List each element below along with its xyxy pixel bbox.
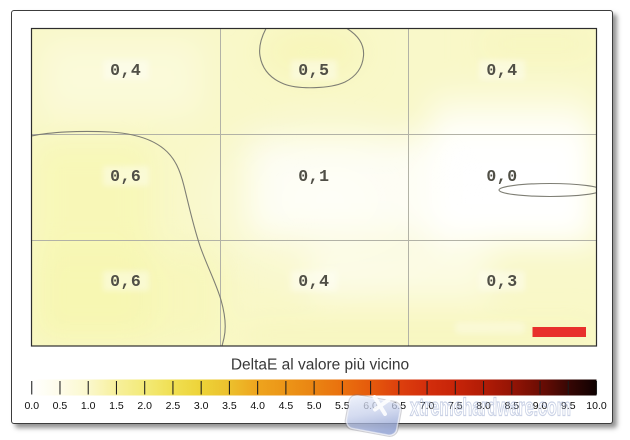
svg-text:4.5: 4.5 <box>279 400 294 412</box>
svg-text:0,4: 0,4 <box>110 61 141 80</box>
svg-text:2.5: 2.5 <box>166 400 181 412</box>
svg-text:0,0: 0,0 <box>486 167 517 186</box>
svg-text:5.5: 5.5 <box>335 400 350 412</box>
svg-text:7.5: 7.5 <box>448 400 463 412</box>
svg-text:3.0: 3.0 <box>194 400 209 412</box>
svg-text:0.0: 0.0 <box>24 400 39 412</box>
svg-text:10.0: 10.0 <box>586 400 607 412</box>
svg-text:8.0: 8.0 <box>476 400 491 412</box>
svg-text:DeltaE al valore più vicino: DeltaE al valore più vicino <box>231 357 409 374</box>
svg-text:4.0: 4.0 <box>250 400 265 412</box>
svg-text:2.0: 2.0 <box>137 400 152 412</box>
svg-text:0,4: 0,4 <box>298 272 329 291</box>
svg-text:0,6: 0,6 <box>110 272 141 291</box>
svg-text:3.5: 3.5 <box>222 400 237 412</box>
svg-text:0,6: 0,6 <box>110 167 141 186</box>
svg-text:0,1: 0,1 <box>298 167 329 186</box>
svg-text:1.5: 1.5 <box>109 400 124 412</box>
svg-text:0,4: 0,4 <box>486 61 517 80</box>
svg-text:5.0: 5.0 <box>307 400 322 412</box>
svg-text:0,3: 0,3 <box>486 272 517 291</box>
svg-text:9.0: 9.0 <box>533 400 548 412</box>
svg-text:1.0: 1.0 <box>81 400 96 412</box>
svg-text:0.5: 0.5 <box>53 400 68 412</box>
svg-text:9.5: 9.5 <box>561 400 576 412</box>
svg-text:xtremehardware.com: xtremehardware.com <box>410 394 571 422</box>
svg-text:8.5: 8.5 <box>504 400 519 412</box>
svg-text:0,5: 0,5 <box>298 61 329 80</box>
svg-text:7.0: 7.0 <box>420 400 435 412</box>
